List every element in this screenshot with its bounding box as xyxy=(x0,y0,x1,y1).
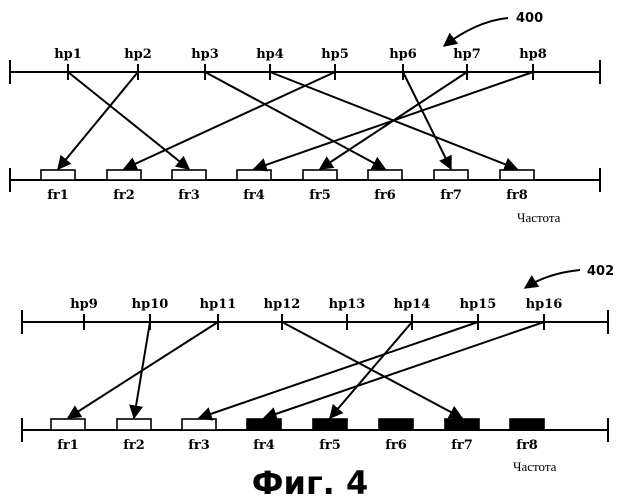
frequency-slot-filled xyxy=(247,419,281,430)
hop-mapping-arrow xyxy=(330,322,412,418)
frequency-label: fr5 xyxy=(319,438,341,453)
hop-mapping-arrow xyxy=(58,72,138,169)
hop-point-label: hp11 xyxy=(200,297,237,312)
hop-mapping-arrow xyxy=(68,72,189,169)
hop-point-label: hp7 xyxy=(453,47,481,62)
frequency-axis-label: Частота xyxy=(517,210,561,225)
frequency-slot xyxy=(117,419,151,430)
reference-400-pointer: 400 xyxy=(444,11,543,46)
hop-point-label: hp6 xyxy=(389,47,417,62)
diagram-402: 402 hp9 hp10 hp11 hp12 hp13 hp14 hp15 hp16 Част… xyxy=(22,264,614,474)
hop-mapping-arrow xyxy=(124,72,335,169)
frequency-slot-filled xyxy=(445,419,479,430)
hop-point-label: hp8 xyxy=(519,47,547,62)
frequency-slot xyxy=(303,170,337,180)
hopping-points: hp9 hp10 hp11 hp12 hp13 hp14 hp15 hp16 xyxy=(70,297,562,330)
frequency-slot xyxy=(182,419,216,430)
frequency-label: fr4 xyxy=(243,188,265,203)
frequency-slot xyxy=(172,170,206,180)
frequency-label: fr2 xyxy=(123,438,145,453)
frequency-slot xyxy=(434,170,468,180)
hop-point-label: hp10 xyxy=(132,297,169,312)
frequency-slot xyxy=(51,419,85,430)
frequency-label: fr7 xyxy=(440,188,462,203)
reference-label: 402 xyxy=(587,264,614,279)
diagram-400: 400 hp1 hp2 hp3 hp4 hp5 hp6 hp7 hp8 Частота fr1… xyxy=(10,11,600,225)
frequency-label: fr2 xyxy=(113,188,135,203)
hop-point-label: hp2 xyxy=(124,47,152,62)
frequency-label: fr3 xyxy=(178,188,200,203)
hop-mapping-arrow xyxy=(68,322,218,418)
hop-point-label: hp15 xyxy=(460,297,497,312)
reference-402-pointer: 402 xyxy=(525,264,614,288)
frequency-label: fr5 xyxy=(309,188,331,203)
hop-mappings xyxy=(68,322,544,418)
frequency-slot-filled xyxy=(379,419,413,430)
frequency-label: fr6 xyxy=(385,438,407,453)
frequency-axis-label: Частота xyxy=(513,459,557,474)
frequency-slot-filled xyxy=(313,419,347,430)
reference-label: 400 xyxy=(516,11,543,26)
frequency-slots: fr1 fr2 fr3 fr4 fr5 fr6 fr7 fr8 xyxy=(51,419,544,453)
frequency-label: fr8 xyxy=(506,188,528,203)
hop-point-label: hp4 xyxy=(256,47,284,62)
frequency-label: fr3 xyxy=(188,438,210,453)
frequency-label: fr8 xyxy=(516,438,538,453)
hop-point-label: hp9 xyxy=(70,297,98,312)
frequency-slot xyxy=(237,170,271,180)
frequency-label: fr4 xyxy=(253,438,275,453)
frequency-slot xyxy=(368,170,402,180)
hop-point-label: hp1 xyxy=(54,47,82,62)
frequency-slots: fr1 fr2 fr3 fr4 fr5 fr6 fr7 fr8 xyxy=(41,170,534,203)
frequency-slot xyxy=(41,170,75,180)
hop-point-label: hp3 xyxy=(191,47,219,62)
hop-point-label: hp14 xyxy=(394,297,431,312)
hop-point-label: hp13 xyxy=(329,297,366,312)
figure-caption: Фиг. 4 xyxy=(252,464,368,500)
hop-mapping-arrow xyxy=(264,322,544,418)
frequency-slot xyxy=(107,170,141,180)
hop-point-label: hp16 xyxy=(526,297,563,312)
hop-point-label: hp5 xyxy=(321,47,349,62)
hop-point-label: hp12 xyxy=(264,297,301,312)
frequency-label: fr7 xyxy=(451,438,473,453)
frequency-label: fr1 xyxy=(57,438,79,453)
hopping-points: hp1 hp2 hp3 hp4 hp5 hp6 hp7 hp8 xyxy=(54,47,547,80)
frequency-slot-filled xyxy=(510,419,544,430)
hop-mappings xyxy=(58,72,533,169)
frequency-label: fr6 xyxy=(374,188,396,203)
frequency-slot xyxy=(500,170,534,180)
frequency-label: fr1 xyxy=(47,188,69,203)
